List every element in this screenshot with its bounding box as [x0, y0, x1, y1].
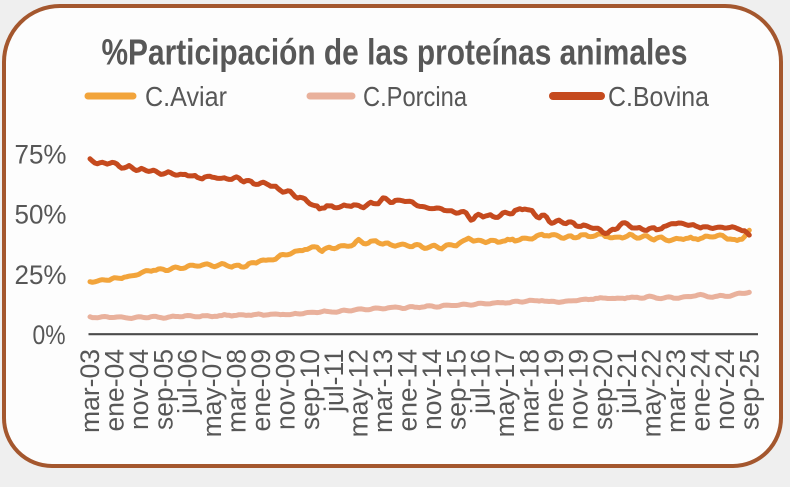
svg-text:C.Porcina: C.Porcina [363, 81, 467, 112]
svg-text:may-12: may-12 [344, 349, 374, 437]
svg-text:jul-21: jul-21 [612, 349, 642, 415]
svg-text:jul-16: jul-16 [466, 349, 496, 415]
svg-text:75%: 75% [15, 140, 67, 170]
svg-text:%Participación de las proteína: %Participación de las proteínas animales [102, 32, 688, 73]
svg-text:sep-15: sep-15 [441, 349, 471, 430]
svg-text:sep-10: sep-10 [295, 349, 325, 430]
svg-text:jul-06: jul-06 [173, 349, 203, 415]
svg-text:mar-03: mar-03 [75, 349, 105, 433]
svg-text:may-22: may-22 [637, 349, 667, 437]
svg-text:may-17: may-17 [490, 349, 520, 437]
svg-text:mar-23: mar-23 [661, 349, 691, 433]
svg-text:jul-11: jul-11 [319, 349, 349, 413]
svg-text:C.Bovina: C.Bovina [608, 81, 709, 112]
svg-text:nov-14: nov-14 [417, 349, 447, 430]
svg-text:ene-04: ene-04 [99, 349, 129, 432]
svg-text:C.Aviar: C.Aviar [145, 81, 227, 112]
svg-text:ene-24: ene-24 [686, 349, 716, 432]
svg-text:0%: 0% [33, 320, 66, 350]
svg-text:may-07: may-07 [197, 349, 227, 437]
svg-text:ene-14: ene-14 [393, 349, 423, 432]
svg-text:nov-09: nov-09 [270, 349, 300, 430]
svg-text:mar-13: mar-13 [368, 349, 398, 433]
svg-text:sep-05: sep-05 [148, 349, 178, 430]
svg-text:mar-08: mar-08 [222, 349, 252, 433]
svg-text:nov-24: nov-24 [710, 349, 740, 430]
svg-text:ene-09: ene-09 [246, 349, 276, 432]
svg-text:50%: 50% [15, 200, 67, 230]
svg-text:ene-19: ene-19 [539, 349, 569, 432]
svg-text:mar-18: mar-18 [515, 349, 545, 433]
svg-text:sep-20: sep-20 [588, 349, 618, 430]
svg-text:sep-25: sep-25 [734, 349, 764, 430]
svg-text:25%: 25% [15, 260, 67, 290]
svg-text:nov-19: nov-19 [563, 349, 593, 430]
svg-text:nov-04: nov-04 [124, 349, 154, 430]
